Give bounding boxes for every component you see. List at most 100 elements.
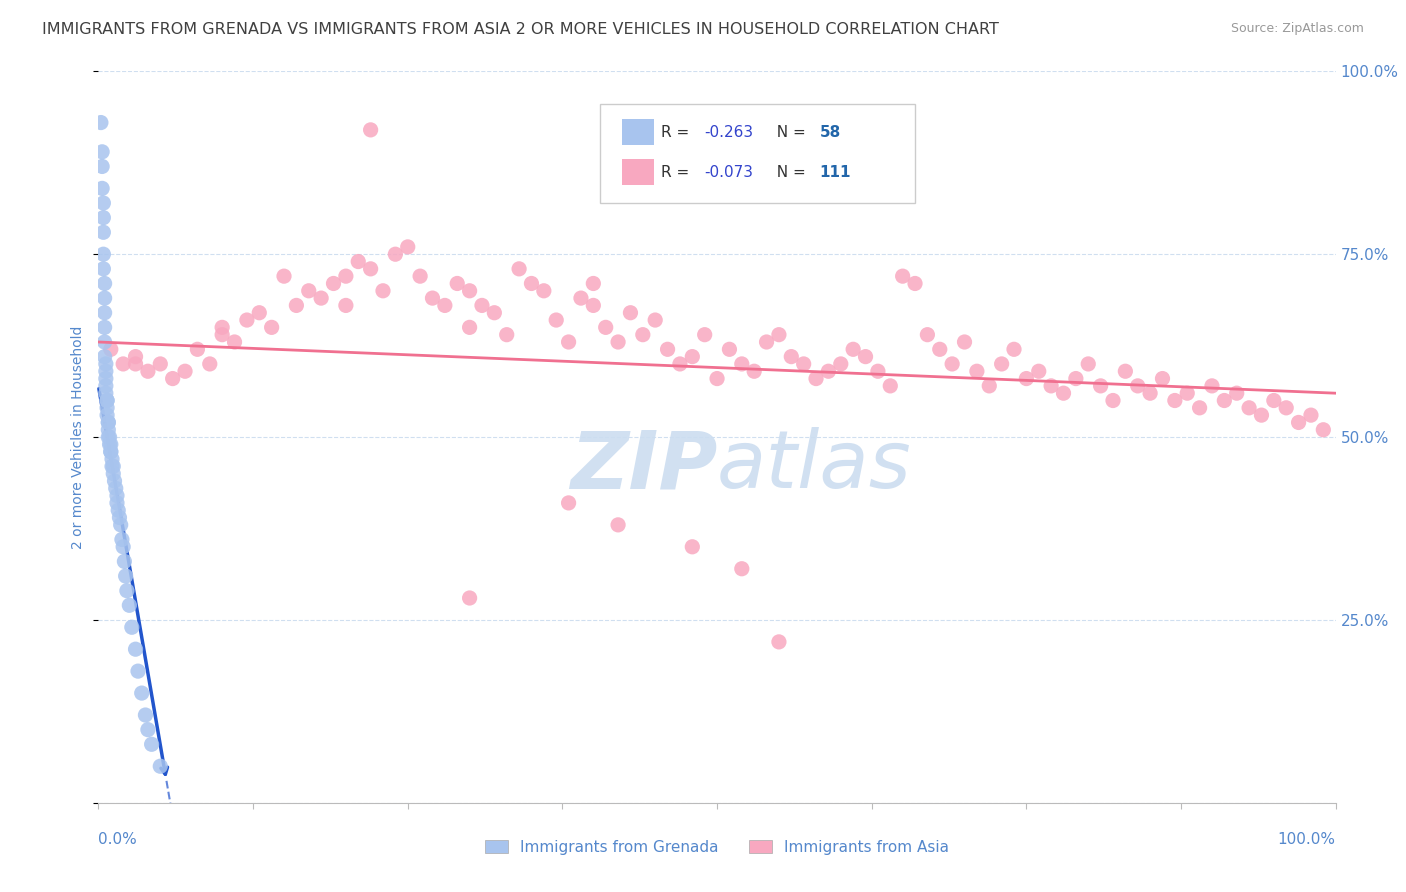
Point xyxy=(569,291,592,305)
Point xyxy=(706,371,728,385)
Point xyxy=(100,444,122,458)
Point xyxy=(904,277,927,291)
Text: Source: ZipAtlas.com: Source: ZipAtlas.com xyxy=(1230,22,1364,36)
Point xyxy=(136,723,159,737)
Point xyxy=(941,357,963,371)
Point xyxy=(101,459,124,474)
Point xyxy=(731,357,754,371)
Point xyxy=(211,327,233,342)
Text: ZIP: ZIP xyxy=(569,427,717,506)
Point xyxy=(1213,393,1236,408)
Point xyxy=(94,379,117,393)
Point xyxy=(285,298,308,312)
Point xyxy=(546,313,568,327)
Point xyxy=(93,306,115,320)
Text: 100.0%: 100.0% xyxy=(1278,832,1336,847)
Legend: Immigrants from Grenada, Immigrants from Asia: Immigrants from Grenada, Immigrants from… xyxy=(479,834,955,861)
Point xyxy=(124,357,146,371)
Point xyxy=(100,444,122,458)
Point xyxy=(458,284,481,298)
Point xyxy=(273,269,295,284)
Point xyxy=(97,416,120,430)
Point xyxy=(582,277,605,291)
Point xyxy=(224,334,246,349)
Point xyxy=(1226,386,1249,401)
Point xyxy=(1090,379,1112,393)
Point xyxy=(93,261,115,276)
Point xyxy=(557,496,579,510)
Point xyxy=(136,364,159,378)
Point xyxy=(105,489,128,503)
Point xyxy=(371,284,394,298)
Point xyxy=(631,327,654,342)
Point xyxy=(186,343,208,357)
Text: atlas: atlas xyxy=(717,427,912,506)
Point xyxy=(107,503,129,517)
Point xyxy=(335,298,357,312)
Point xyxy=(484,306,506,320)
Point xyxy=(111,533,134,547)
Text: 111: 111 xyxy=(820,165,851,180)
Point xyxy=(607,334,630,349)
Point xyxy=(309,291,332,305)
FancyBboxPatch shape xyxy=(621,159,654,186)
Point xyxy=(134,708,156,723)
Point xyxy=(1201,379,1223,393)
Point xyxy=(90,115,112,129)
Point xyxy=(879,379,901,393)
Text: -0.263: -0.263 xyxy=(704,125,754,139)
FancyBboxPatch shape xyxy=(621,119,654,145)
Point xyxy=(1299,408,1322,422)
Point xyxy=(793,357,815,371)
Point xyxy=(409,269,432,284)
Point xyxy=(607,517,630,532)
Point xyxy=(298,284,321,298)
Point xyxy=(91,160,114,174)
Point xyxy=(101,452,124,467)
Point xyxy=(141,737,163,751)
Text: 58: 58 xyxy=(820,125,841,139)
Point xyxy=(100,343,122,357)
Point xyxy=(433,298,456,312)
Point xyxy=(1237,401,1260,415)
Point xyxy=(644,313,666,327)
Point xyxy=(93,211,115,225)
Text: R =: R = xyxy=(661,165,695,180)
Point xyxy=(458,320,481,334)
Point xyxy=(118,599,141,613)
Text: -0.073: -0.073 xyxy=(704,165,754,180)
Point xyxy=(533,284,555,298)
Point xyxy=(98,437,121,451)
Point xyxy=(446,277,468,291)
Point xyxy=(96,408,118,422)
Point xyxy=(979,379,1001,393)
Point xyxy=(347,254,370,268)
Point xyxy=(1002,343,1025,357)
Point xyxy=(100,437,122,451)
Point xyxy=(93,334,115,349)
Point xyxy=(93,320,115,334)
Point xyxy=(236,313,259,327)
Point xyxy=(1312,423,1334,437)
Point xyxy=(804,371,827,385)
Point xyxy=(149,759,172,773)
Point xyxy=(1015,371,1038,385)
Point xyxy=(780,350,803,364)
Point xyxy=(322,277,344,291)
Point xyxy=(866,364,889,378)
Point xyxy=(115,583,138,598)
Point xyxy=(1263,393,1285,408)
Point xyxy=(1152,371,1174,385)
Y-axis label: 2 or more Vehicles in Household: 2 or more Vehicles in Household xyxy=(72,326,86,549)
Point xyxy=(96,393,118,408)
Point xyxy=(928,343,950,357)
Point xyxy=(582,298,605,312)
Point xyxy=(110,517,132,532)
Point xyxy=(96,393,118,408)
Point xyxy=(595,320,617,334)
Point xyxy=(97,416,120,430)
Point xyxy=(91,145,114,159)
Point xyxy=(131,686,153,700)
Point xyxy=(990,357,1012,371)
Point xyxy=(520,277,543,291)
